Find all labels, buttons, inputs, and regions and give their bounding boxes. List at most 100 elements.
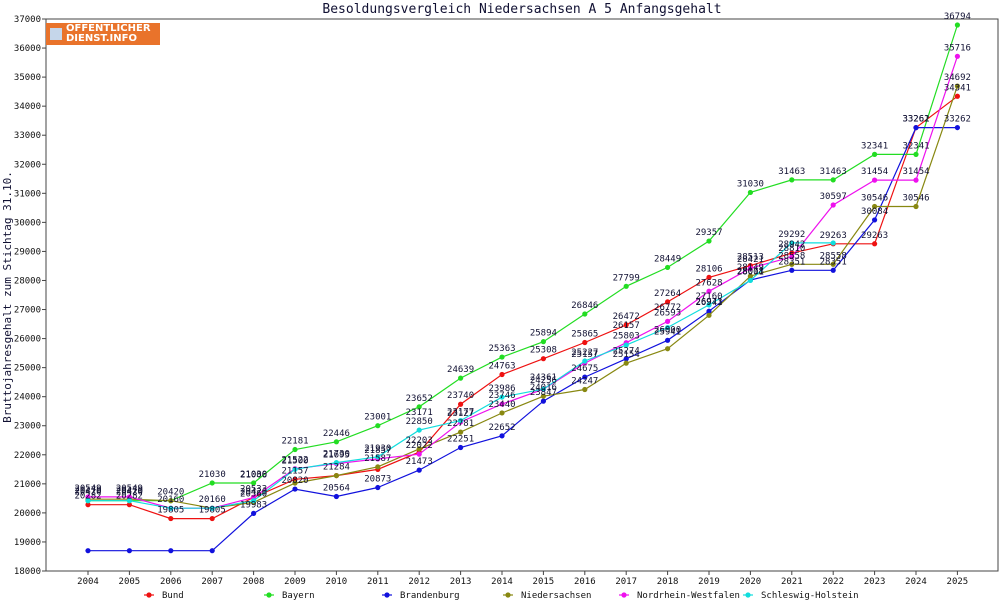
data-point (292, 476, 298, 482)
data-label: 20564 (323, 484, 350, 494)
data-point (333, 460, 339, 466)
data-label: 26593 (654, 308, 681, 318)
data-point (540, 339, 547, 345)
data-label: 29357 (695, 228, 722, 238)
data-label: 25157 (571, 350, 598, 360)
data-point (416, 404, 422, 410)
data-point (623, 342, 629, 348)
x-tick-label: 2015 (533, 577, 555, 587)
data-point (458, 375, 464, 381)
data-point (789, 267, 795, 273)
data-point (499, 401, 505, 407)
legend-swatch-marker (266, 592, 272, 598)
data-label: 22446 (323, 429, 350, 439)
data-label: 30546 (902, 194, 929, 204)
data-point (375, 423, 381, 429)
data-point (292, 466, 298, 472)
data-point (913, 151, 919, 157)
x-tick-label: 2018 (657, 577, 679, 587)
data-point (499, 394, 505, 400)
data-label: 20470 (74, 486, 101, 496)
data-point (665, 318, 671, 324)
data-label: 19805 (199, 506, 226, 516)
data-label: 29292 (778, 230, 805, 240)
legend-swatch-marker (621, 592, 627, 598)
data-label: 32341 (902, 141, 929, 151)
data-label: 28942 (778, 240, 805, 250)
y-tick-label: 32000 (14, 160, 41, 170)
x-tick-label: 2006 (160, 577, 182, 587)
data-point (209, 480, 215, 486)
data-label: 20549 (74, 484, 101, 494)
series-line (88, 56, 958, 509)
data-point (333, 439, 339, 445)
data-point (582, 358, 588, 364)
data-label: 20420 (157, 488, 184, 498)
x-tick-label: 2009 (284, 577, 306, 587)
y-tick-label: 18000 (14, 567, 41, 577)
legend-item: Niedersachsen (503, 591, 591, 600)
legend-label: Bayern (282, 591, 315, 600)
data-label: 21522 (281, 456, 308, 466)
series-line (88, 95, 958, 520)
data-label: 24247 (571, 377, 598, 387)
logo-line-2: DIENST.INFO (66, 33, 137, 44)
series-schleswig-holstein (85, 240, 836, 511)
data-point (292, 486, 298, 492)
data-point (872, 177, 878, 183)
y-axis-label: Bruttojahresgehalt zum Stichtag 31.10. (1, 171, 14, 423)
x-tick-label: 2012 (408, 577, 430, 587)
data-label: 21284 (323, 463, 350, 473)
x-tick-label: 2025 (947, 577, 969, 587)
data-point (665, 346, 671, 352)
y-tick-label: 33000 (14, 131, 41, 141)
data-point (706, 238, 712, 244)
data-label: 21030 (199, 470, 226, 480)
data-point (540, 398, 547, 404)
data-label: 21730 (323, 450, 350, 460)
data-label: 28351 (820, 257, 847, 267)
data-label: 29263 (820, 231, 847, 241)
data-point (830, 177, 836, 183)
x-tick-label: 2013 (450, 577, 472, 587)
data-point (251, 510, 257, 516)
data-point (209, 505, 215, 511)
data-point (665, 324, 671, 331)
data-label: 21157 (281, 466, 308, 476)
data-point (789, 240, 795, 246)
data-point (623, 356, 629, 362)
data-point (665, 264, 671, 271)
data-label: 26772 (654, 303, 681, 313)
data-label: 20470 (116, 486, 143, 496)
data-label: 34341 (944, 83, 971, 93)
data-point (623, 283, 629, 289)
data-point (458, 429, 464, 435)
data-point (872, 151, 878, 157)
series-line (88, 85, 958, 509)
data-label: 20160 (157, 495, 184, 505)
x-tick-label: 2021 (781, 577, 803, 587)
data-label: 20420 (116, 488, 143, 498)
data-point (85, 548, 91, 554)
y-tick-label: 35000 (14, 73, 41, 83)
plot-area-frame (45, 18, 999, 572)
x-tick-label: 2014 (491, 577, 513, 587)
data-label: 28001 (737, 267, 764, 277)
data-label: 21857 (364, 446, 391, 456)
data-label: 31463 (778, 167, 805, 177)
legend-label: Schleswig-Holstein (761, 591, 859, 600)
legend-label: Brandenburg (400, 591, 460, 600)
data-point (499, 410, 505, 416)
data-point (416, 467, 422, 473)
data-label: 35716 (944, 43, 971, 53)
y-tick-label: 25000 (14, 364, 41, 374)
legend-swatch-marker (384, 592, 390, 598)
data-point (251, 498, 257, 504)
data-label: 27628 (695, 278, 722, 288)
data-point (416, 427, 422, 433)
data-label: 26157 (613, 321, 640, 331)
data-label: 34692 (944, 73, 971, 83)
data-label: 28351 (778, 257, 805, 267)
data-label: 22203 (406, 436, 433, 446)
data-point (126, 498, 132, 504)
